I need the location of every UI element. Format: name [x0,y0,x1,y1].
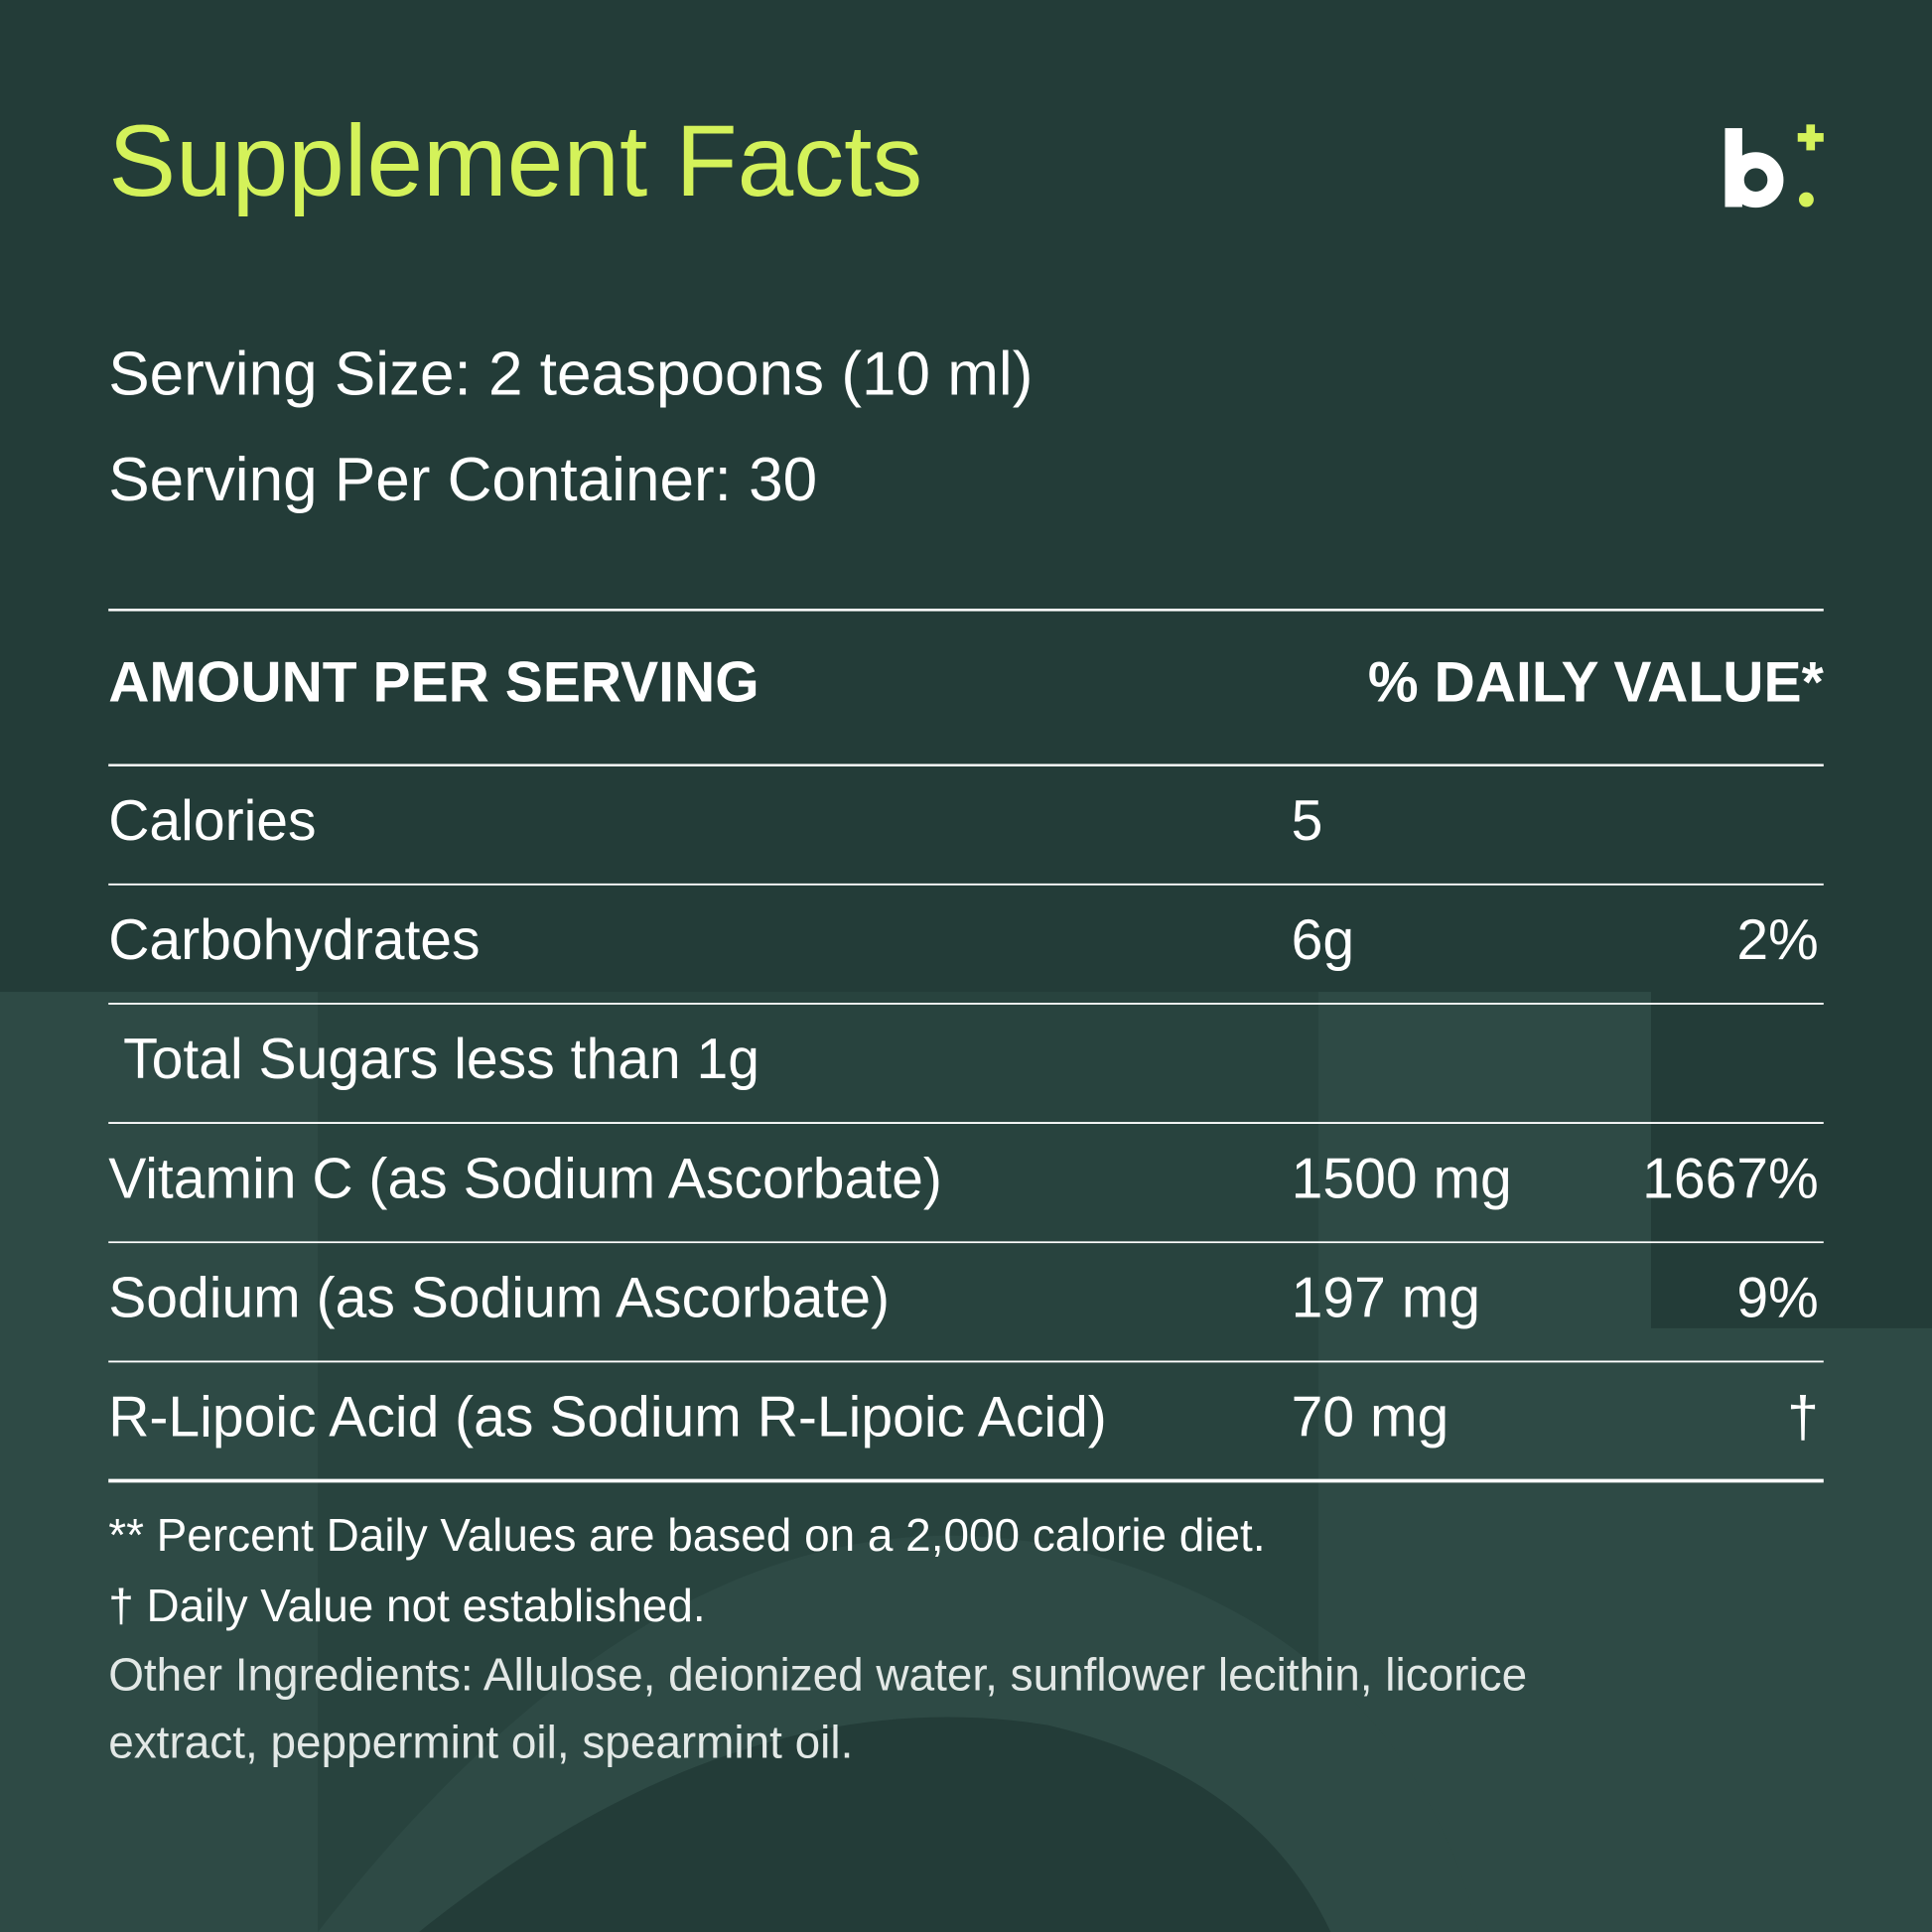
nutrient-amount: 1500 mg [1292,1147,1512,1210]
table-body: Calories 5 Carbohydrates 6g 2% Total Sugars l… [108,789,1824,1483]
nutrient-name: R-Lipoic Acid (as Sodium R-Lipoic Acid) [108,1386,1107,1449]
table-header: % DAILY VALUE* [1368,650,1825,714]
nutrient-name: Carbohydrates [108,908,480,972]
daily-value: 1667% [1642,1147,1819,1210]
title: Supplement Facts [108,104,922,217]
servings-per-container: Serving Per Container: 30 [108,446,817,514]
footnote: ** Percent Daily Values are based on a 2… [108,1509,1265,1561]
nutrient-name: Calories [108,789,316,853]
nutrient-amount: 6g [1292,908,1355,972]
nutrient-amount: 197 mg [1292,1266,1480,1329]
logo [1725,124,1824,208]
watermark-counter [418,1717,1331,1932]
nutrient-name: Sodium (as Sodium Ascorbate) [108,1266,890,1329]
footnote: Other Ingredients: Allulose, deionized w… [108,1648,1527,1700]
footnotes: ** Percent Daily Values are based on a 2… [108,1509,1527,1768]
nutrient-name: Vitamin C (as Sodium Ascorbate) [108,1147,942,1210]
nutrient-name: Total Sugars less than 1g [123,1028,759,1091]
watermark-plus [1651,992,1932,1328]
footnote: † Daily Value not established. [108,1580,705,1631]
table-header: AMOUNT PER SERVING [108,650,759,714]
daily-value: 2% [1736,908,1819,972]
daily-value: † [1787,1386,1819,1449]
daily-value: 9% [1736,1266,1819,1329]
serving-size: Serving Size: 2 teaspoons (10 ml) [108,340,1033,408]
nutrient-amount: 70 mg [1292,1386,1449,1449]
nutrient-amount: 5 [1292,789,1323,853]
footnote: extract, peppermint oil, spearmint oil. [108,1717,853,1768]
